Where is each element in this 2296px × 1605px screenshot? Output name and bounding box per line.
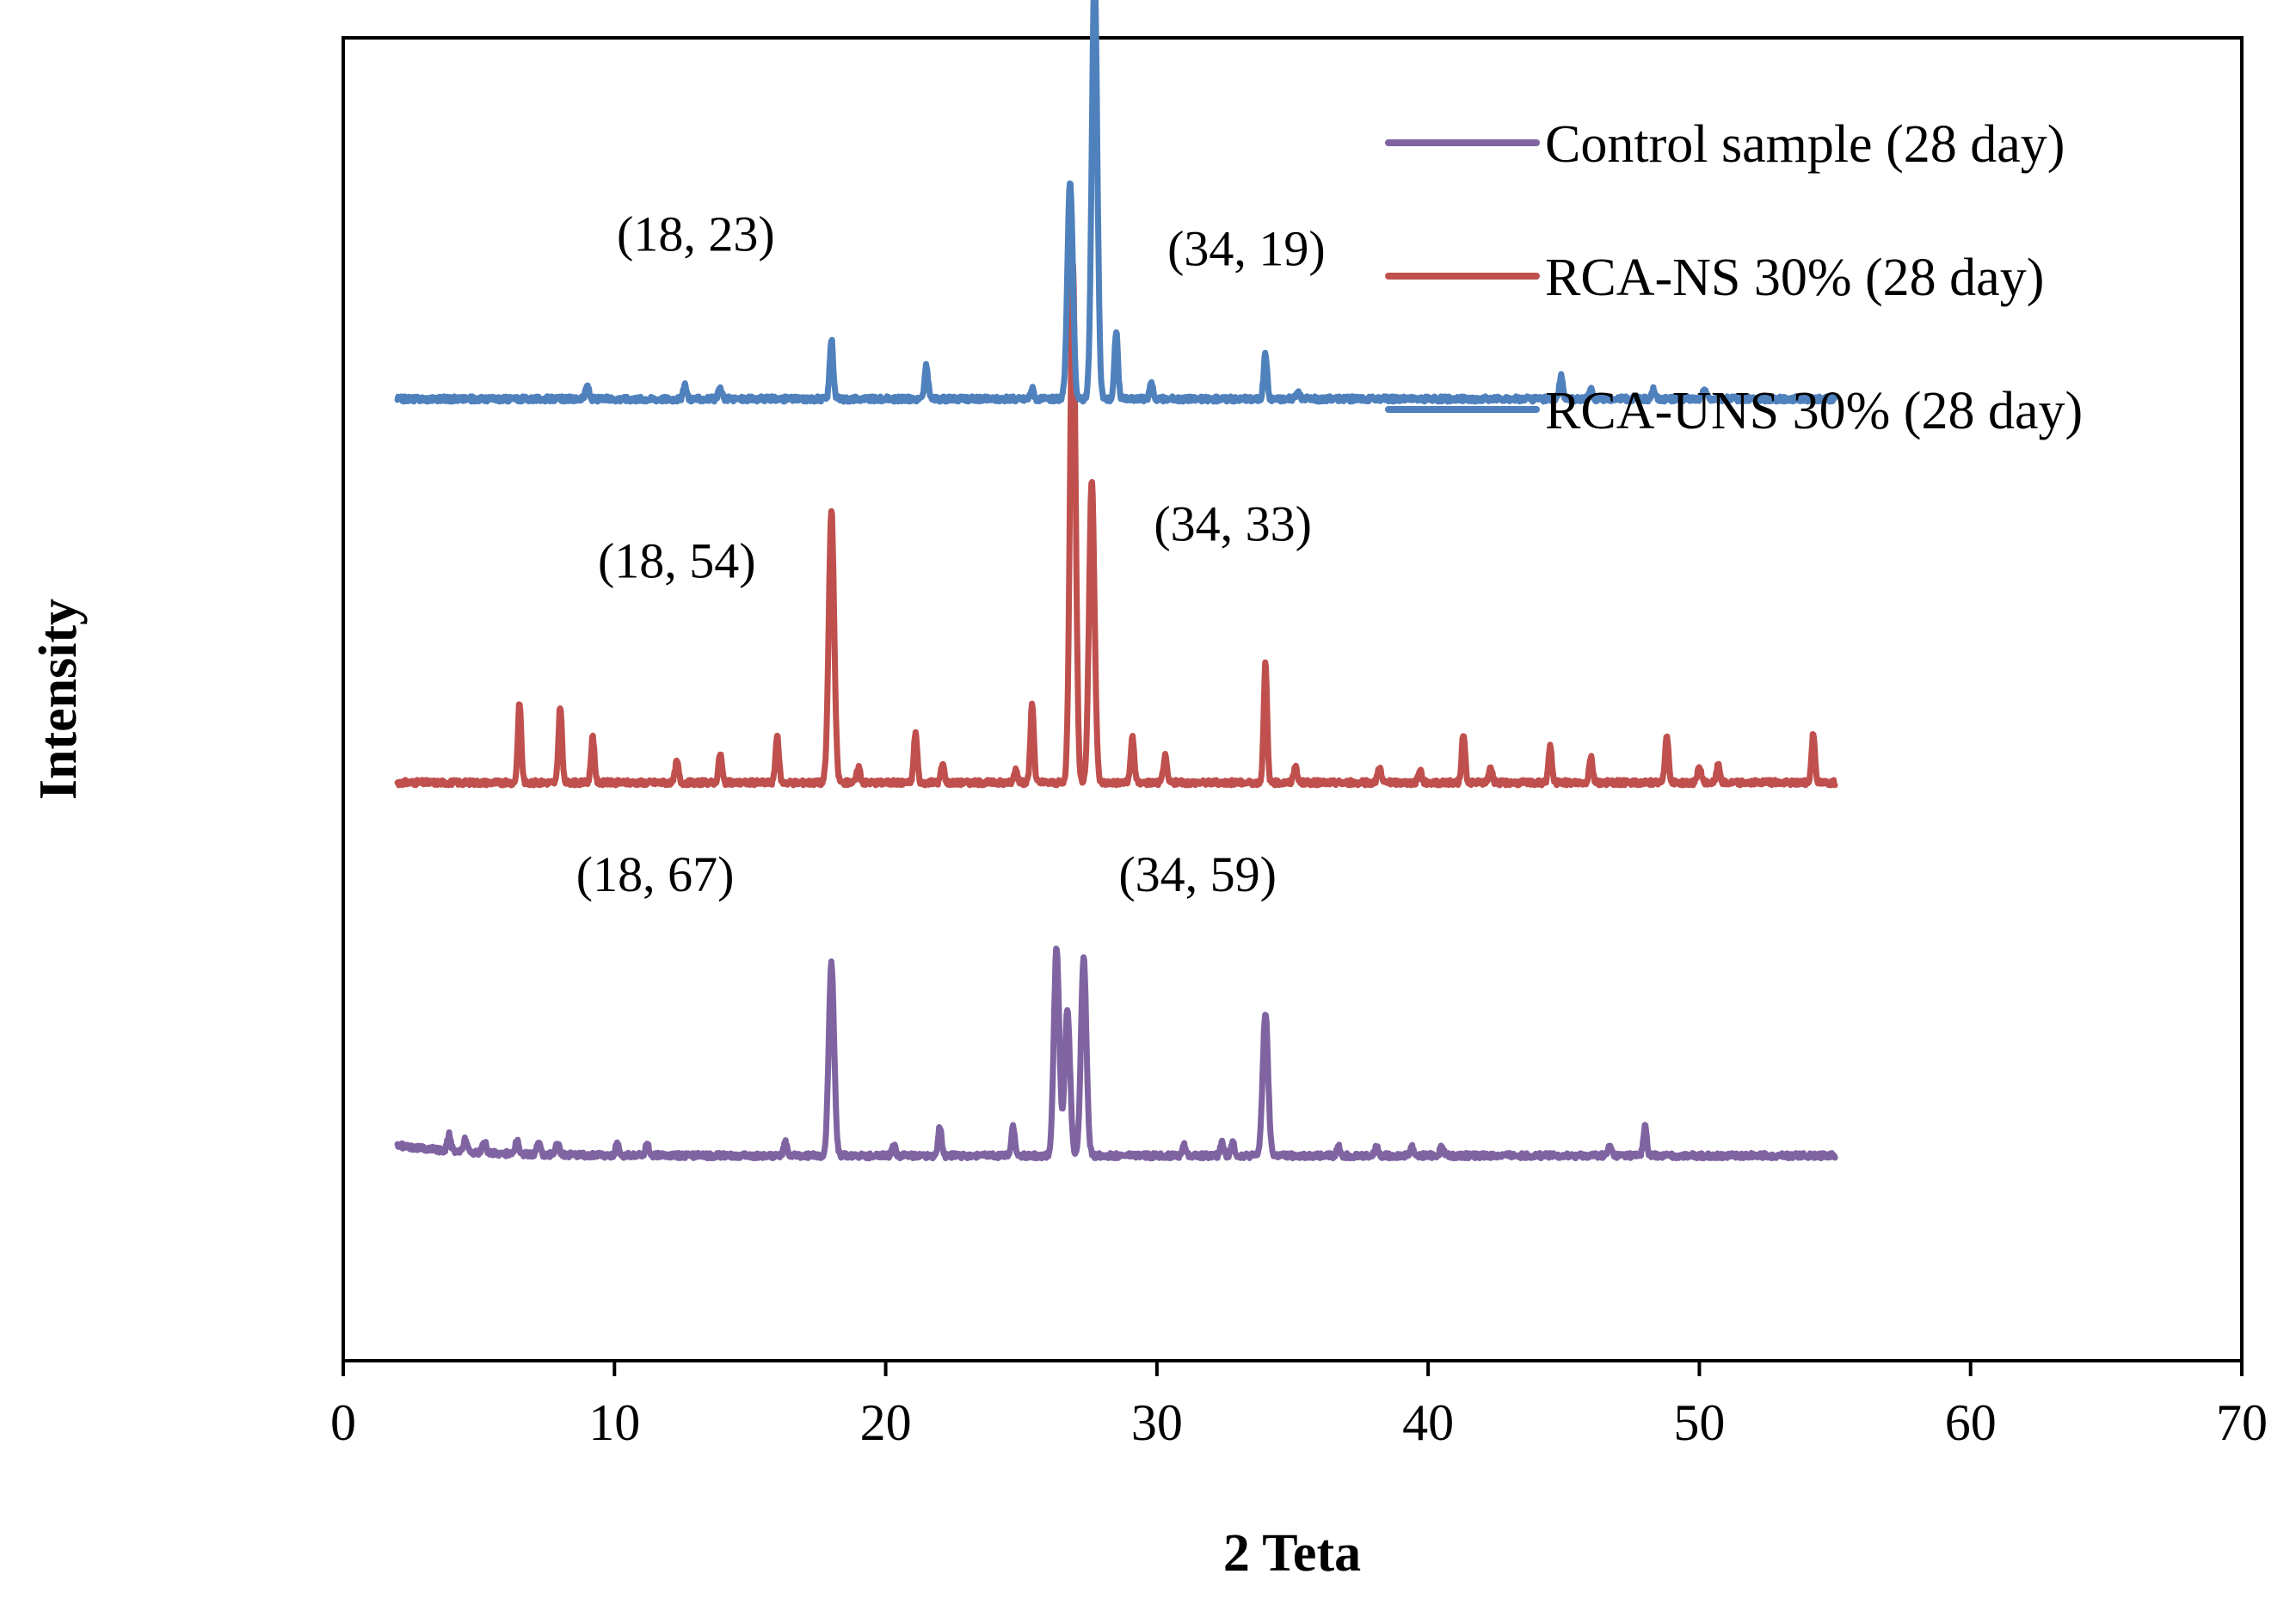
x-tick-label-60: 60 (1945, 1394, 1997, 1451)
plot-area (342, 36, 2244, 1362)
y-axis-title: Intensity (29, 599, 88, 800)
peak-annotation: (18, 67) (576, 846, 735, 902)
annotation-layer: (18, 67) (34, 59) (18, 54) (34, 33) (18, 23)… (576, 206, 1326, 902)
x-tick-label-40: 40 (1402, 1394, 1454, 1451)
series-line-2 (394, 0, 1838, 405)
legend-label-2: RCA-UNS 30% (28 day) (1545, 382, 2083, 440)
legend: Control sample (28 day) RCA-NS 30% (28 da… (1385, 115, 2083, 440)
peak-annotation: (18, 54) (598, 533, 756, 589)
x-tick-label-30: 30 (1131, 1394, 1183, 1451)
series-layer (394, 0, 1838, 1162)
peak-annotation: (34, 59) (1118, 846, 1277, 902)
x-tick-label-10: 10 (588, 1394, 640, 1451)
peak-annotation: (34, 19) (1167, 221, 1326, 277)
x-tick-label-70: 70 (2216, 1394, 2268, 1451)
x-tick-label-0: 0 (330, 1394, 356, 1451)
peak-annotation: (18, 23) (617, 206, 775, 262)
legend-label-1: RCA-NS 30% (28 day) (1545, 249, 2044, 307)
series-line-0 (394, 945, 1838, 1162)
x-axis-title: 2 Teta (1223, 1524, 1361, 1583)
series-line-1 (394, 261, 1838, 789)
x-tick-label-20: 20 (860, 1394, 912, 1451)
peak-annotation: (34, 33) (1154, 495, 1312, 551)
x-tick-label-50: 50 (1673, 1394, 1725, 1451)
legend-label-0: Control sample (28 day) (1545, 115, 2065, 174)
x-axis: 0 10 20 30 40 50 60 70 (330, 1361, 2268, 1451)
